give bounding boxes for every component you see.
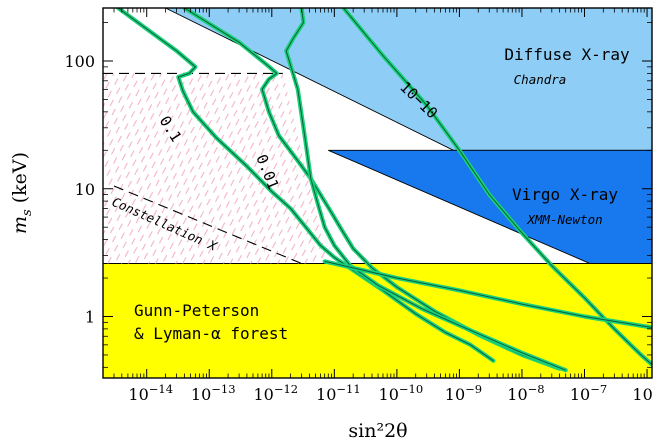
x-tick-label: 10−9: [445, 382, 482, 404]
x-axis-label: sin²2θ: [348, 420, 407, 442]
y-axis-label-symbol: m: [9, 216, 31, 234]
svg-text:ms (keV): ms (keV): [9, 152, 35, 234]
y-tick-label: 1: [85, 307, 95, 326]
y-axis-label: ms (keV): [9, 152, 35, 234]
reference-lines: [103, 72, 302, 265]
virgo-region-label: Virgo X-ray: [512, 185, 618, 204]
diffuse-region-label: Diffuse X-ray: [504, 45, 630, 64]
diffuse-region: [165, 8, 652, 151]
x-tick-label: 10−12: [253, 382, 298, 404]
x-tick-label: 10−10: [379, 382, 424, 404]
y-tick-label: 10: [75, 180, 95, 199]
virgo-region: [328, 149, 652, 291]
exclusion-regions: [103, 8, 652, 378]
x-tick-label: 10−8: [507, 382, 544, 404]
y-axis-label-subscript: s: [20, 209, 35, 216]
hatched-allowed-region: [103, 73, 329, 264]
x-tick-label: 10−14: [128, 382, 173, 404]
y-tick-label: 100: [64, 52, 95, 71]
hatched-region-fill: [103, 73, 329, 264]
x-tick-label: 10−11: [316, 382, 361, 404]
gunn-region-label: Gunn-Peterson: [134, 301, 259, 320]
diffuse-region-sublabel: Chandra: [514, 72, 567, 87]
virgo-region-sublabel: XMM-Newton: [526, 212, 602, 227]
constellation-x-line: [113, 185, 302, 265]
y-axis-label-unit: (keV): [9, 152, 31, 203]
curve-0.01-inner-line: [285, 8, 566, 371]
x-tick-label: 10−6: [632, 382, 653, 404]
curve-0.01-line: [184, 8, 560, 370]
curve-10-10-line: [343, 8, 652, 365]
lyman-region-label: & Lyman-α forest: [134, 324, 288, 343]
curves: [116, 8, 652, 373]
svg-text:sin²2θ: sin²2θ: [348, 420, 407, 442]
plot-frame: [102, 7, 653, 379]
x-tick-label: 10−7: [570, 382, 607, 404]
curve-0.1-line: [117, 8, 494, 362]
curve-low-mass-track-line: [324, 260, 652, 328]
x-tick-label: 10−13: [191, 382, 236, 404]
axis-ticks: 10−14 10−13 10−12 10−11 10−10 10−9 10−8 10−7 10−…: [64, 8, 653, 404]
